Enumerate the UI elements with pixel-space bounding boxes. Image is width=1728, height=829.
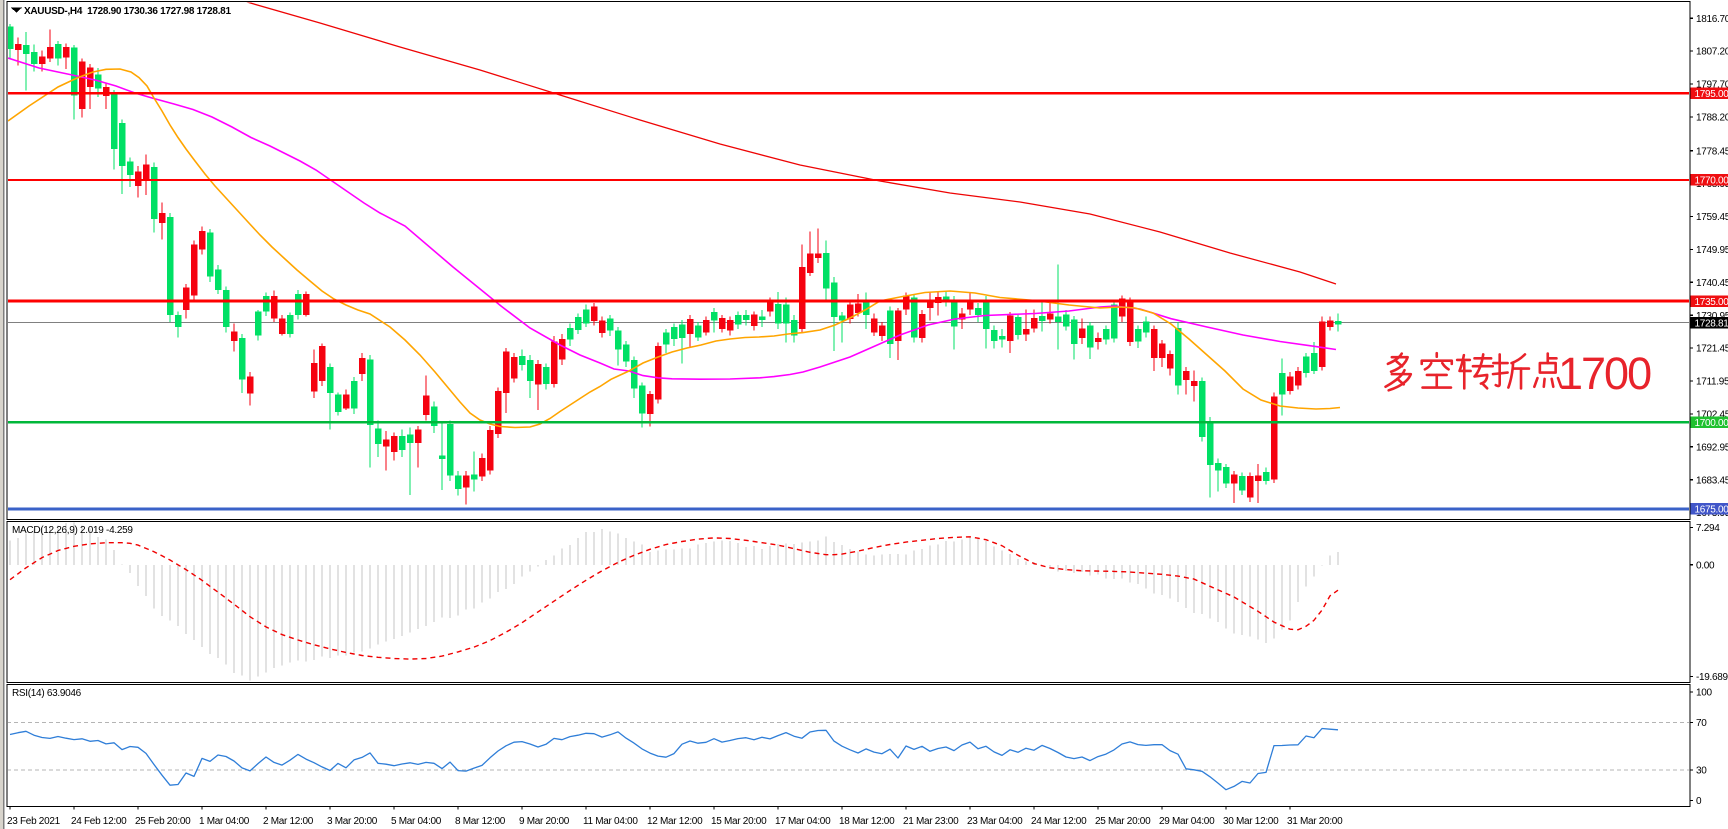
svg-text:XAUUSD-,H4 1728.90 1730.36 17: XAUUSD-,H4 1728.90 1730.36 1727.98 1728.… (24, 6, 231, 17)
svg-text:8 Mar 12:00: 8 Mar 12:00 (455, 816, 506, 827)
svg-text:24 Mar 12:00: 24 Mar 12:00 (1031, 816, 1087, 827)
svg-text:MACD(12,26,9) 2.019 -4.259: MACD(12,26,9) 2.019 -4.259 (12, 525, 133, 536)
svg-text:1700.00: 1700.00 (1695, 418, 1728, 429)
svg-text:12 Mar 12:00: 12 Mar 12:00 (647, 816, 703, 827)
svg-text:1702.45: 1702.45 (1696, 410, 1728, 421)
svg-text:0: 0 (1696, 796, 1702, 807)
svg-text:1730.95: 1730.95 (1696, 311, 1728, 322)
svg-text:1788.20: 1788.20 (1696, 113, 1728, 124)
svg-text:1735.00: 1735.00 (1695, 297, 1728, 308)
svg-text:0.00: 0.00 (1696, 560, 1715, 571)
svg-text:1683.45: 1683.45 (1696, 475, 1728, 486)
svg-text:2 Mar 12:00: 2 Mar 12:00 (263, 816, 314, 827)
svg-text:18 Mar 12:00: 18 Mar 12:00 (839, 816, 895, 827)
svg-text:25 Feb 20:00: 25 Feb 20:00 (135, 816, 191, 827)
svg-text:-19.689: -19.689 (1696, 672, 1728, 683)
svg-text:1740.45: 1740.45 (1696, 278, 1728, 289)
svg-text:5 Mar 04:00: 5 Mar 04:00 (391, 816, 442, 827)
svg-text:11 Mar 04:00: 11 Mar 04:00 (583, 816, 638, 827)
svg-text:RSI(14) 63.9046: RSI(14) 63.9046 (12, 688, 82, 699)
svg-text:25 Mar 20:00: 25 Mar 20:00 (1095, 816, 1151, 827)
svg-text:23 Feb 2021: 23 Feb 2021 (7, 816, 61, 827)
svg-text:1749.95: 1749.95 (1696, 245, 1728, 256)
svg-text:1728.81: 1728.81 (1695, 318, 1728, 329)
svg-text:30 Mar 12:00: 30 Mar 12:00 (1223, 816, 1279, 827)
svg-text:1770.00: 1770.00 (1695, 176, 1728, 187)
svg-text:1759.45: 1759.45 (1696, 212, 1728, 223)
svg-text:31 Mar 20:00: 31 Mar 20:00 (1287, 816, 1343, 827)
svg-text:1795.00: 1795.00 (1695, 89, 1728, 100)
svg-text:1692.95: 1692.95 (1696, 442, 1728, 453)
svg-text:24 Feb 12:00: 24 Feb 12:00 (71, 816, 127, 827)
svg-text:3 Mar 20:00: 3 Mar 20:00 (327, 816, 378, 827)
svg-text:1778.45: 1778.45 (1696, 146, 1728, 157)
svg-text:23 Mar 04:00: 23 Mar 04:00 (967, 816, 1023, 827)
svg-text:30: 30 (1696, 766, 1707, 777)
svg-text:15 Mar 20:00: 15 Mar 20:00 (711, 816, 767, 827)
svg-text:7.294: 7.294 (1696, 523, 1720, 534)
svg-text:1700: 1700 (1558, 348, 1651, 399)
svg-text:9 Mar 20:00: 9 Mar 20:00 (519, 816, 570, 827)
svg-text:17 Mar 04:00: 17 Mar 04:00 (775, 816, 831, 827)
svg-text:70: 70 (1696, 718, 1707, 729)
svg-text:1711.95: 1711.95 (1696, 377, 1728, 388)
svg-text:1721.45: 1721.45 (1696, 344, 1728, 355)
svg-text:100: 100 (1696, 688, 1713, 699)
svg-text:1807.20: 1807.20 (1696, 47, 1728, 58)
svg-text:1797.70: 1797.70 (1696, 80, 1728, 91)
svg-text:21 Mar 23:00: 21 Mar 23:00 (903, 816, 959, 827)
svg-text:1816.70: 1816.70 (1696, 14, 1728, 25)
svg-text:1675.00: 1675.00 (1695, 505, 1728, 516)
svg-text:29 Mar 04:00: 29 Mar 04:00 (1159, 816, 1215, 827)
svg-text:1 Mar 04:00: 1 Mar 04:00 (199, 816, 250, 827)
